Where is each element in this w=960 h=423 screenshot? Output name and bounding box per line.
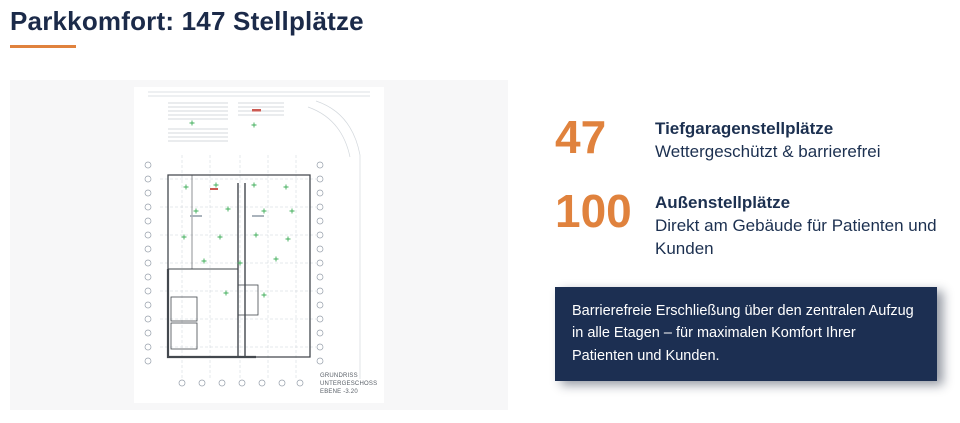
floorplan-caption-line3: EBENE -3.20 <box>320 389 358 396</box>
stat-garage-title: Tiefgaragenstellplätze <box>655 119 834 138</box>
info-box-text: Barrierefreie Erschließung über den zent… <box>572 302 914 364</box>
floorplan-panel: GRUNDRISS UNTERGESCHOSS EBENE -3.20 <box>10 80 508 410</box>
floorplan-caption: GRUNDRISS UNTERGESCHOSS EBENE -3.20 <box>320 372 377 396</box>
stat-garage-value: 47 <box>555 111 607 163</box>
info-box: Barrierefreie Erschließung über den zent… <box>555 286 937 382</box>
floorplan-image: GRUNDRISS UNTERGESCHOSS EBENE -3.20 <box>134 87 384 403</box>
floorplan-caption-line1: GRUNDRISS <box>320 373 358 379</box>
stat-outdoor-text: Außenstellplätze Direkt am Gebäude für P… <box>655 190 940 261</box>
stats-column: 47 Tiefgaragenstellplätze Wettergeschütz… <box>555 111 940 382</box>
stat-outdoor-row: 100 Außenstellplätze Direkt am Gebäude f… <box>555 184 940 261</box>
stat-outdoor-value: 100 <box>555 184 632 237</box>
stat-garage-text: Tiefgaragenstellplätze Wettergeschützt &… <box>655 116 881 164</box>
floorplan-caption-line2: UNTERGESCHOSS <box>320 381 378 388</box>
accent-divider <box>10 45 76 48</box>
stat-garage-row: 47 Tiefgaragenstellplätze Wettergeschütz… <box>555 111 940 164</box>
stat-outdoor-desc: Direkt am Gebäude für Patienten und Kund… <box>655 215 937 258</box>
page-title: Parkkomfort: 147 Stellplätze <box>10 6 364 36</box>
floorplan-drawing <box>134 87 384 403</box>
stat-garage-desc: Wettergeschützt & barrierefrei <box>655 141 881 161</box>
stat-outdoor-title: Außenstellplätze <box>655 192 791 212</box>
